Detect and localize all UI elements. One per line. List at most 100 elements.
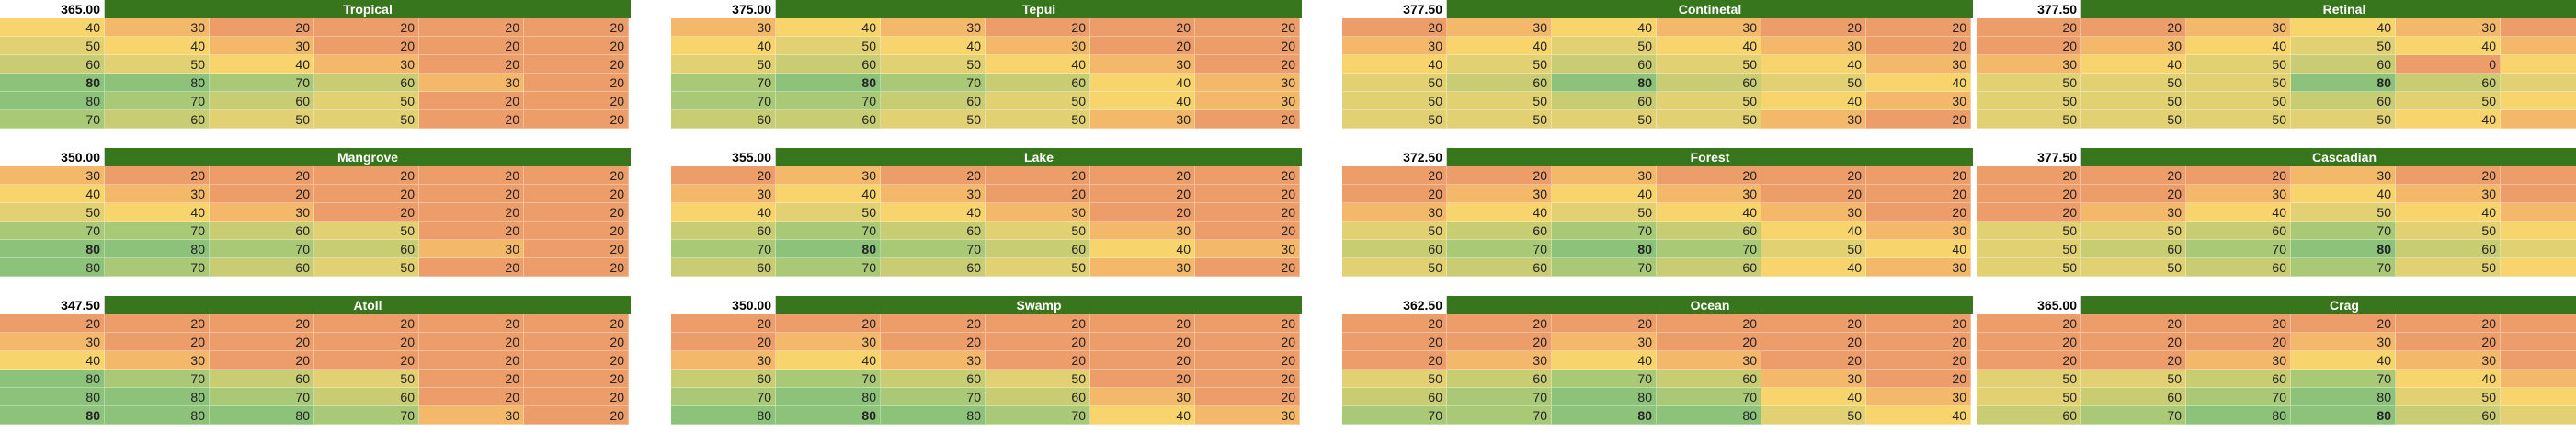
value-cell[interactable]: 60 xyxy=(210,370,314,388)
value-cell[interactable]: 20 xyxy=(986,18,1090,37)
value-cell[interactable]: 70 xyxy=(776,370,881,388)
value-cell[interactable]: 20 xyxy=(1977,351,2081,370)
value-cell[interactable]: 20 xyxy=(1977,203,2081,222)
value-cell[interactable]: 70 xyxy=(2291,222,2396,240)
value-cell[interactable]: 80 xyxy=(2291,74,2396,92)
value-cell[interactable]: 60 xyxy=(1552,55,1657,74)
value-cell[interactable]: 40 xyxy=(2501,258,2576,277)
value-cell[interactable]: 70 xyxy=(776,92,881,110)
value-cell[interactable]: 70 xyxy=(671,240,776,258)
value-cell[interactable]: 60 xyxy=(1342,240,1447,258)
value-cell[interactable]: 20 xyxy=(1195,55,1300,74)
value-cell[interactable]: 20 xyxy=(524,110,629,129)
value-cell[interactable]: 30 xyxy=(419,406,524,425)
value-cell[interactable]: 30 xyxy=(1090,258,1195,277)
value-cell[interactable]: 40 xyxy=(1090,406,1195,425)
value-cell[interactable]: 70 xyxy=(1552,258,1657,277)
value-cell[interactable]: 40 xyxy=(776,351,881,370)
value-cell[interactable]: 20 xyxy=(881,314,986,333)
biome-title-cell[interactable]: Retinal xyxy=(2081,0,2576,18)
value-cell[interactable]: 60 xyxy=(210,92,314,110)
value-cell[interactable]: 40 xyxy=(1657,203,1761,222)
value-cell[interactable]: 20 xyxy=(314,166,419,185)
value-cell[interactable]: 50 xyxy=(1977,92,2081,110)
value-cell[interactable]: 20 xyxy=(210,351,314,370)
value-cell[interactable]: 70 xyxy=(1552,222,1657,240)
value-cell[interactable]: 80 xyxy=(1552,388,1657,406)
value-cell[interactable]: 20 xyxy=(419,55,524,74)
value-cell[interactable]: 60 xyxy=(2081,388,2186,406)
value-cell[interactable]: 60 xyxy=(0,55,105,74)
value-cell[interactable]: 30 xyxy=(2396,185,2501,203)
value-cell[interactable]: 30 xyxy=(1552,166,1657,185)
value-cell[interactable]: 30 xyxy=(1761,370,1866,388)
value-cell[interactable]: 60 xyxy=(1447,258,1552,277)
value-cell[interactable]: 20 xyxy=(524,55,629,74)
value-cell[interactable]: 40 xyxy=(1657,37,1761,55)
value-cell[interactable]: 50 xyxy=(1447,92,1552,110)
value-cell[interactable]: 20 xyxy=(1342,314,1447,333)
value-cell[interactable]: 20 xyxy=(881,166,986,185)
value-cell[interactable]: 30 xyxy=(1761,203,1866,222)
value-cell[interactable]: 70 xyxy=(1552,370,1657,388)
value-cell[interactable]: 20 xyxy=(419,37,524,55)
value-cell[interactable]: 40 xyxy=(1447,37,1552,55)
value-cell[interactable]: 50 xyxy=(1977,240,2081,258)
value-cell[interactable]: 70 xyxy=(881,240,986,258)
value-cell[interactable]: 20 xyxy=(314,314,419,333)
value-cell[interactable]: 40 xyxy=(671,203,776,222)
value-cell[interactable]: 30 xyxy=(2291,333,2396,351)
value-cell[interactable]: 20 xyxy=(2081,166,2186,185)
value-cell[interactable]: 50 xyxy=(2291,203,2396,222)
value-cell[interactable]: 50 xyxy=(2396,222,2501,240)
value-cell[interactable]: 60 xyxy=(881,258,986,277)
value-cell[interactable]: 30 xyxy=(1866,92,1971,110)
value-cell[interactable]: 40 xyxy=(210,55,314,74)
value-cell[interactable]: 60 xyxy=(314,74,419,92)
value-cell[interactable]: 60 xyxy=(1657,258,1761,277)
value-cell[interactable]: 30 xyxy=(1657,351,1761,370)
value-cell[interactable]: 70 xyxy=(1447,388,1552,406)
value-cell[interactable]: 20 xyxy=(524,74,629,92)
value-cell[interactable]: 50 xyxy=(2081,110,2186,129)
value-cell[interactable]: 30 xyxy=(881,185,986,203)
value-cell[interactable]: 50 xyxy=(986,222,1090,240)
value-cell[interactable]: 20 xyxy=(1447,314,1552,333)
value-cell[interactable]: 20 xyxy=(1195,37,1300,55)
value-cell[interactable]: 20 xyxy=(1977,333,2081,351)
value-cell[interactable]: 40 xyxy=(1090,92,1195,110)
value-cell[interactable]: 20 xyxy=(419,351,524,370)
value-cell[interactable]: 40 xyxy=(105,37,210,55)
value-cell[interactable]: 40 xyxy=(1552,351,1657,370)
value-cell[interactable]: 20 xyxy=(210,185,314,203)
value-cell[interactable]: 30 xyxy=(2081,37,2186,55)
value-cell[interactable]: 60 xyxy=(776,110,881,129)
biome-title-cell[interactable]: Crag xyxy=(2081,296,2576,314)
value-cell[interactable]: 70 xyxy=(0,110,105,129)
value-cell[interactable]: 20 xyxy=(1866,18,1971,37)
value-cell[interactable]: 30 xyxy=(1090,55,1195,74)
value-cell[interactable]: 20 xyxy=(419,222,524,240)
value-cell[interactable]: 70 xyxy=(1447,240,1552,258)
value-cell[interactable]: 70 xyxy=(1342,406,1447,425)
value-cell[interactable]: 60 xyxy=(671,110,776,129)
value-cell[interactable]: 20 xyxy=(2081,18,2186,37)
value-cell[interactable]: 20 xyxy=(524,240,629,258)
value-cell[interactable]: 30 xyxy=(2501,110,2576,129)
value-cell[interactable]: 30 xyxy=(1090,222,1195,240)
value-cell[interactable]: 30 xyxy=(1866,55,1971,74)
value-cell[interactable]: 20 xyxy=(524,258,629,277)
value-cell[interactable]: 20 xyxy=(419,370,524,388)
value-cell[interactable]: 80 xyxy=(776,406,881,425)
value-cell[interactable]: 40 xyxy=(1090,240,1195,258)
value-cell[interactable]: 50 xyxy=(2186,55,2291,74)
value-cell[interactable]: 80 xyxy=(2291,406,2396,425)
value-cell[interactable]: 20 xyxy=(419,314,524,333)
value-cell[interactable]: 20 xyxy=(1195,370,1300,388)
value-cell[interactable]: 50 xyxy=(210,110,314,129)
value-cell[interactable]: 20 xyxy=(419,110,524,129)
value-cell[interactable]: 50 xyxy=(2396,92,2501,110)
value-cell[interactable]: 20 xyxy=(1195,258,1300,277)
value-cell[interactable]: 20 xyxy=(776,314,881,333)
score-cell[interactable]: 355.00 xyxy=(671,148,776,166)
